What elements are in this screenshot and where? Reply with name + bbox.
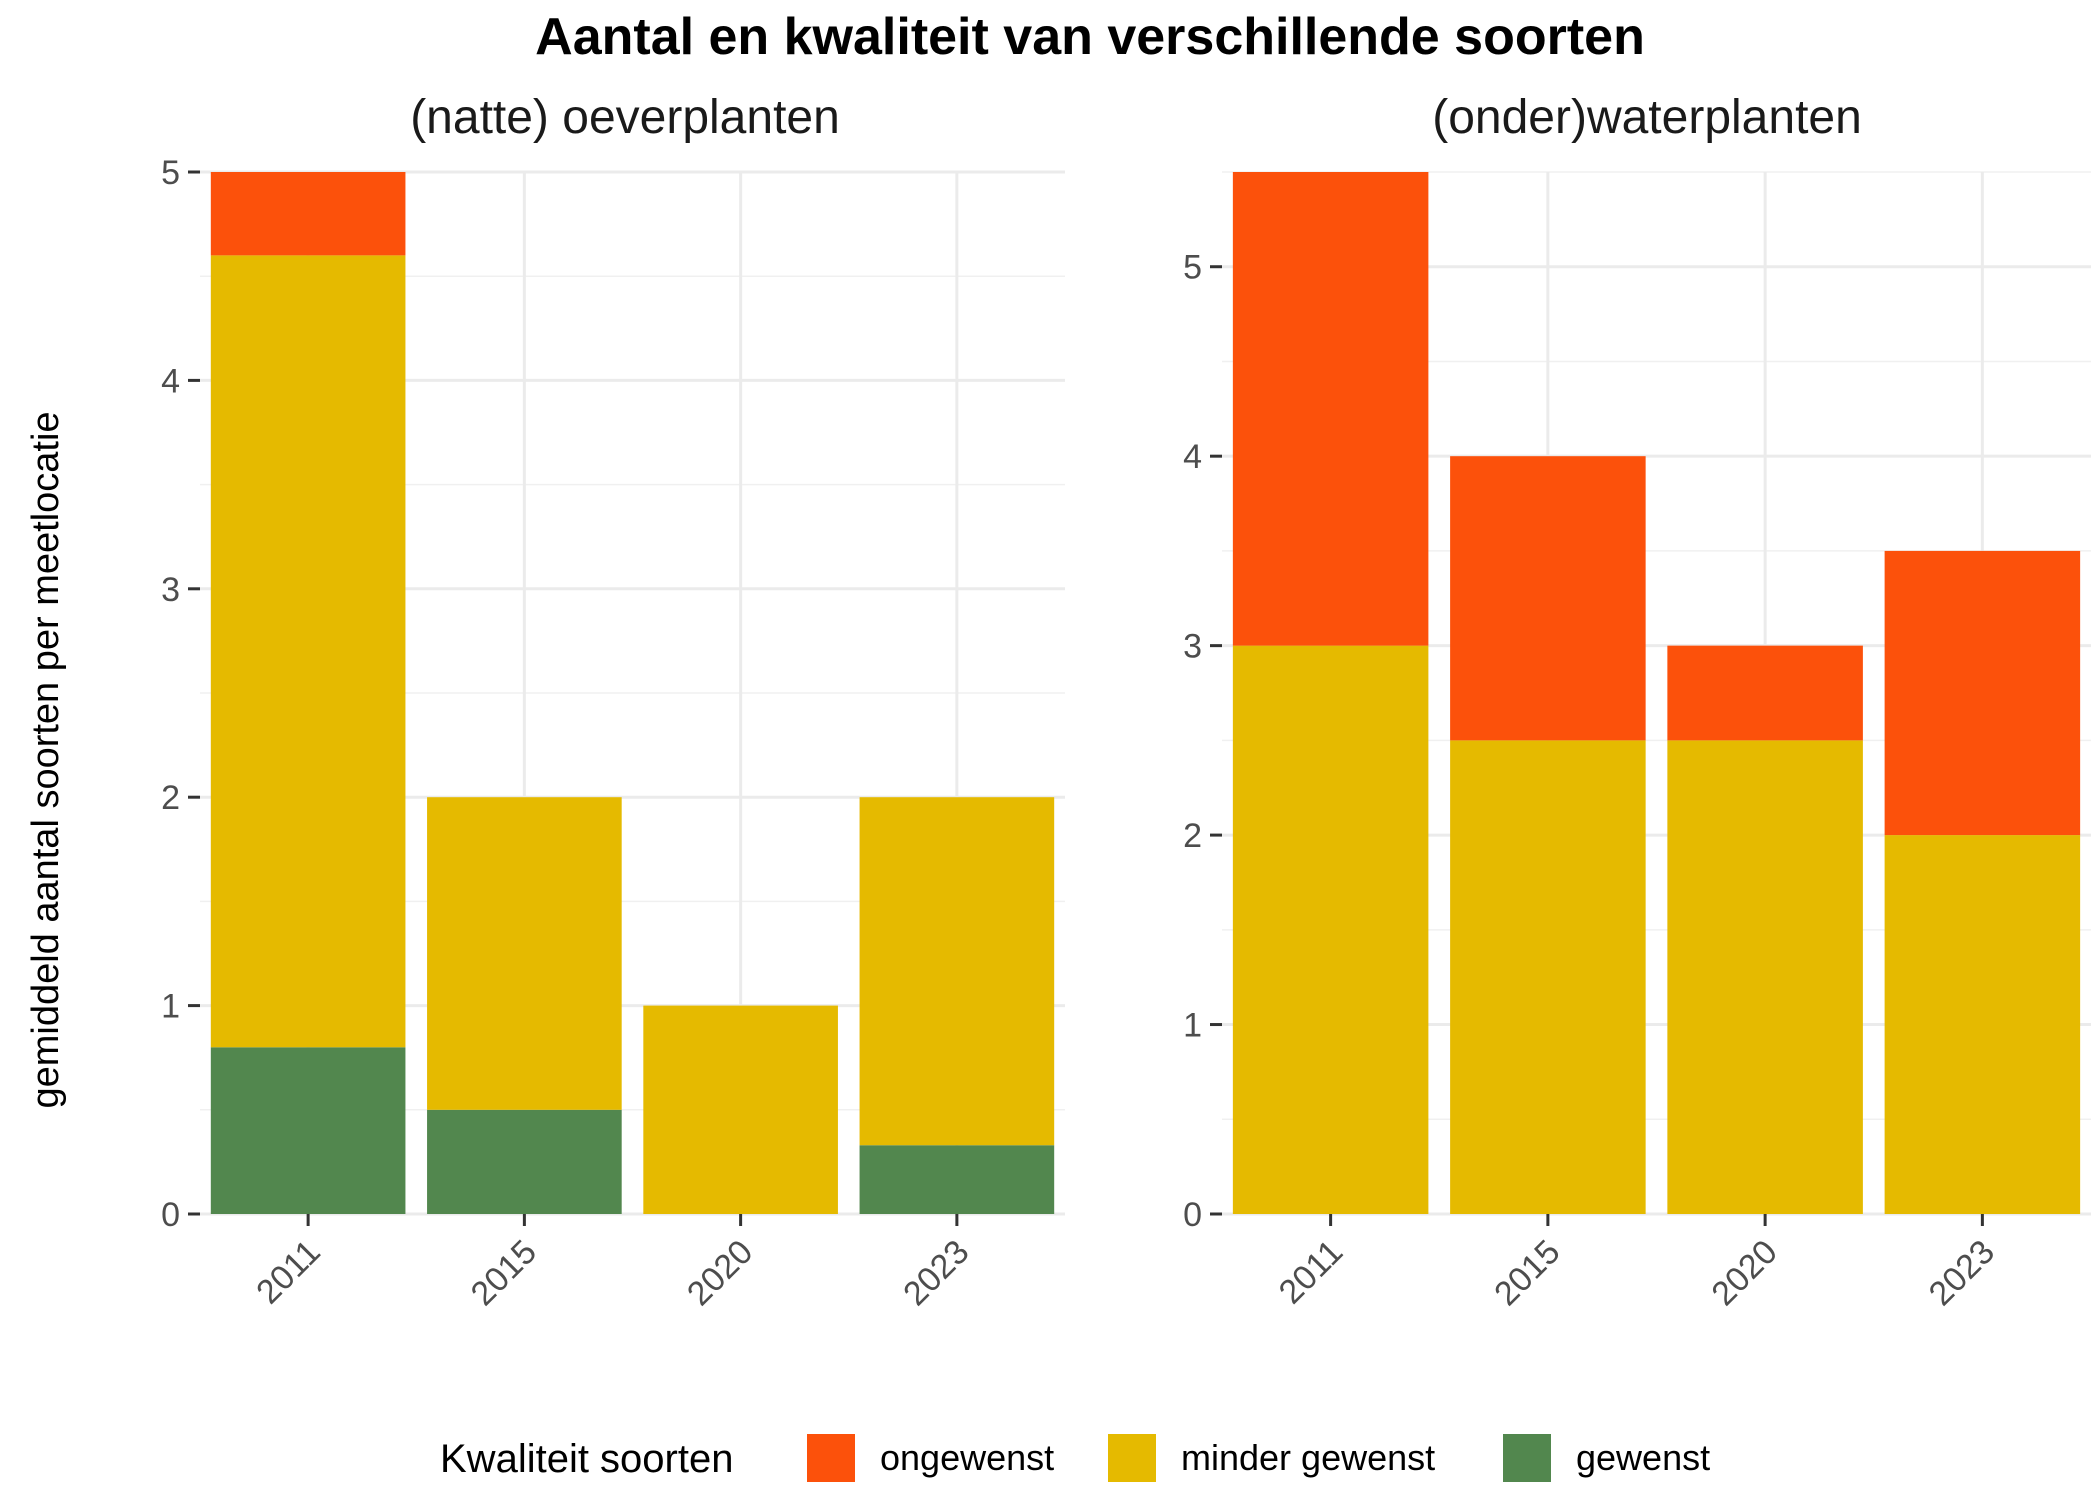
x-tick-label: 2011 <box>249 1233 328 1312</box>
facet-title-oeverplanten: (natte) oeverplanten <box>410 91 840 144</box>
legend-swatch-gewenst <box>1503 1434 1551 1482</box>
y-tick-label: 5 <box>1183 249 1202 287</box>
legend: Kwaliteit soorten ongewenst minder gewen… <box>440 1434 1710 1482</box>
bar-minder-gewenst-2020 <box>643 1005 838 1214</box>
bar-gewenst-2015 <box>427 1109 622 1214</box>
panel-waterplanten: (onder)waterplanten 0 1 2 3 4 5 2011 2015 2020 20… <box>1183 91 2091 1313</box>
bar-ongewenst-2011 <box>210 172 406 256</box>
y-tick-label: 1 <box>161 988 180 1026</box>
legend-swatch-ongewenst <box>807 1434 855 1482</box>
y-tick-label: 0 <box>161 1196 180 1234</box>
bar-ongewenst-2011 <box>1232 172 1429 646</box>
legend-swatch-minder-gewenst <box>1108 1434 1156 1482</box>
bar-ongewenst-2020 <box>1667 645 1863 741</box>
y-tick-label: 1 <box>1183 1007 1202 1045</box>
x-tick-label: 2011 <box>1272 1233 1351 1312</box>
x-tick-label: 2023 <box>896 1233 976 1313</box>
y-tick-label: 4 <box>161 362 180 400</box>
x-tick-label: 2020 <box>1704 1233 1784 1313</box>
bar-minder-gewenst-2023 <box>1884 835 2081 1214</box>
bar-gewenst-2011 <box>210 1047 406 1214</box>
legend-label-gewenst: gewenst <box>1576 1437 1710 1478</box>
bars <box>210 172 1055 1214</box>
y-tick-label: 5 <box>161 154 180 192</box>
bar-ongewenst-2015 <box>1450 456 1646 741</box>
bar-minder-gewenst-2015 <box>427 797 622 1110</box>
bars <box>1232 172 2081 1214</box>
chart-title: Aantal en kwaliteit van verschillende so… <box>535 8 1645 66</box>
y-axis-label: gemiddeld aantal soorten per meetlocatie <box>25 411 67 1108</box>
y-tick-label: 2 <box>161 779 180 817</box>
y-tick-label: 2 <box>1183 817 1202 855</box>
x-tick-label: 2015 <box>464 1233 544 1313</box>
bar-minder-gewenst-2023 <box>859 797 1055 1146</box>
y-tick-label: 3 <box>161 571 180 609</box>
legend-label-minder-gewenst: minder gewenst <box>1181 1437 1435 1478</box>
bar-minder-gewenst-2015 <box>1450 740 1646 1214</box>
facet-title-waterplanten: (onder)waterplanten <box>1432 91 1862 144</box>
y-tick-label: 0 <box>1183 1196 1202 1234</box>
x-tick-label: 2020 <box>680 1233 760 1313</box>
legend-title: Kwaliteit soorten <box>440 1437 733 1481</box>
legend-label-ongewenst: ongewenst <box>880 1437 1054 1478</box>
x-tick-label: 2015 <box>1487 1233 1567 1313</box>
bar-gewenst-2023 <box>859 1145 1055 1214</box>
y-tick-label: 4 <box>1183 438 1202 476</box>
bar-minder-gewenst-2011 <box>1232 645 1429 1214</box>
bar-minder-gewenst-2011 <box>210 255 406 1048</box>
x-tick-label: 2023 <box>1922 1233 2002 1313</box>
bar-minder-gewenst-2020 <box>1667 740 1863 1214</box>
panel-oeverplanten: (natte) oeverplanten 0 1 2 3 4 5 2011 2015 2020 2… <box>161 91 1065 1313</box>
y-tick-label: 3 <box>1183 628 1202 666</box>
bar-ongewenst-2023 <box>1884 550 2081 836</box>
